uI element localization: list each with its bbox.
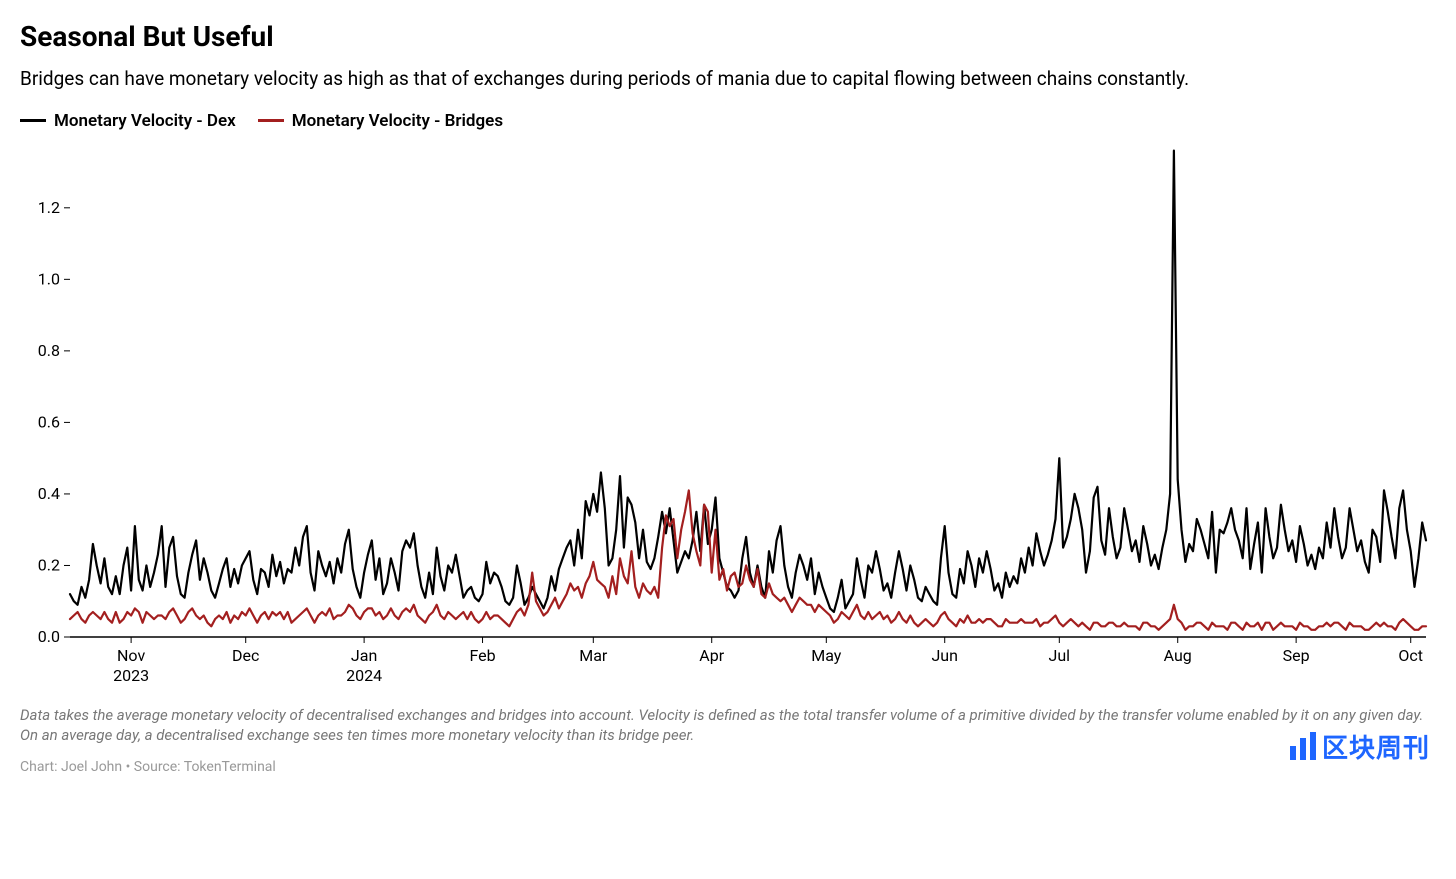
line-chart: 0.0 0.2 0.4 0.6 0.8 1.0 1.2 Nov2023 Dec Jan2024 Fe…: [20, 137, 1436, 697]
svg-text:Aug: Aug: [1164, 646, 1192, 665]
watermark-text: 区块周刊: [1322, 728, 1430, 765]
svg-text:0.4: 0.4: [38, 483, 60, 502]
watermark-icon: [1290, 732, 1316, 760]
svg-text:0.2: 0.2: [38, 555, 60, 574]
svg-text:Sep: Sep: [1283, 646, 1310, 665]
svg-text:1.2: 1.2: [38, 197, 60, 216]
chart-subtitle: Bridges can have monetary velocity as hi…: [20, 65, 1436, 93]
svg-text:Feb: Feb: [469, 646, 495, 665]
svg-text:0.8: 0.8: [38, 340, 60, 359]
chart-area: 0.0 0.2 0.4 0.6 0.8 1.0 1.2 Nov2023 Dec Jan2024 Fe…: [20, 137, 1436, 697]
chart-caption: Data takes the average monetary velocity…: [20, 705, 1436, 746]
legend-swatch-dex: [20, 119, 46, 122]
svg-text:0.0: 0.0: [38, 627, 60, 646]
svg-text:Oct: Oct: [1398, 646, 1423, 665]
svg-text:2023: 2023: [113, 666, 149, 685]
svg-text:Jul: Jul: [1049, 646, 1071, 665]
legend-item-dex: Monetary Velocity - Dex: [20, 111, 236, 131]
svg-text:Jan: Jan: [351, 646, 377, 665]
svg-text:Dec: Dec: [232, 646, 259, 665]
watermark: 区块周刊: [1290, 728, 1430, 765]
svg-text:Jun: Jun: [931, 646, 957, 665]
legend: Monetary Velocity - Dex Monetary Velocit…: [20, 111, 1436, 131]
svg-text:Nov: Nov: [117, 646, 145, 665]
svg-text:Apr: Apr: [699, 646, 724, 665]
svg-text:1.0: 1.0: [38, 269, 60, 288]
svg-text:Mar: Mar: [579, 646, 608, 665]
svg-text:May: May: [811, 646, 842, 665]
svg-text:2024: 2024: [346, 666, 382, 685]
svg-text:0.6: 0.6: [38, 412, 60, 431]
legend-label-bridges: Monetary Velocity - Bridges: [292, 111, 503, 131]
chart-title: Seasonal But Useful: [20, 20, 1436, 53]
legend-swatch-bridges: [258, 119, 284, 122]
chart-credit: Chart: Joel John • Source: TokenTerminal: [20, 759, 1436, 775]
legend-item-bridges: Monetary Velocity - Bridges: [258, 111, 503, 131]
legend-label-dex: Monetary Velocity - Dex: [54, 111, 236, 131]
